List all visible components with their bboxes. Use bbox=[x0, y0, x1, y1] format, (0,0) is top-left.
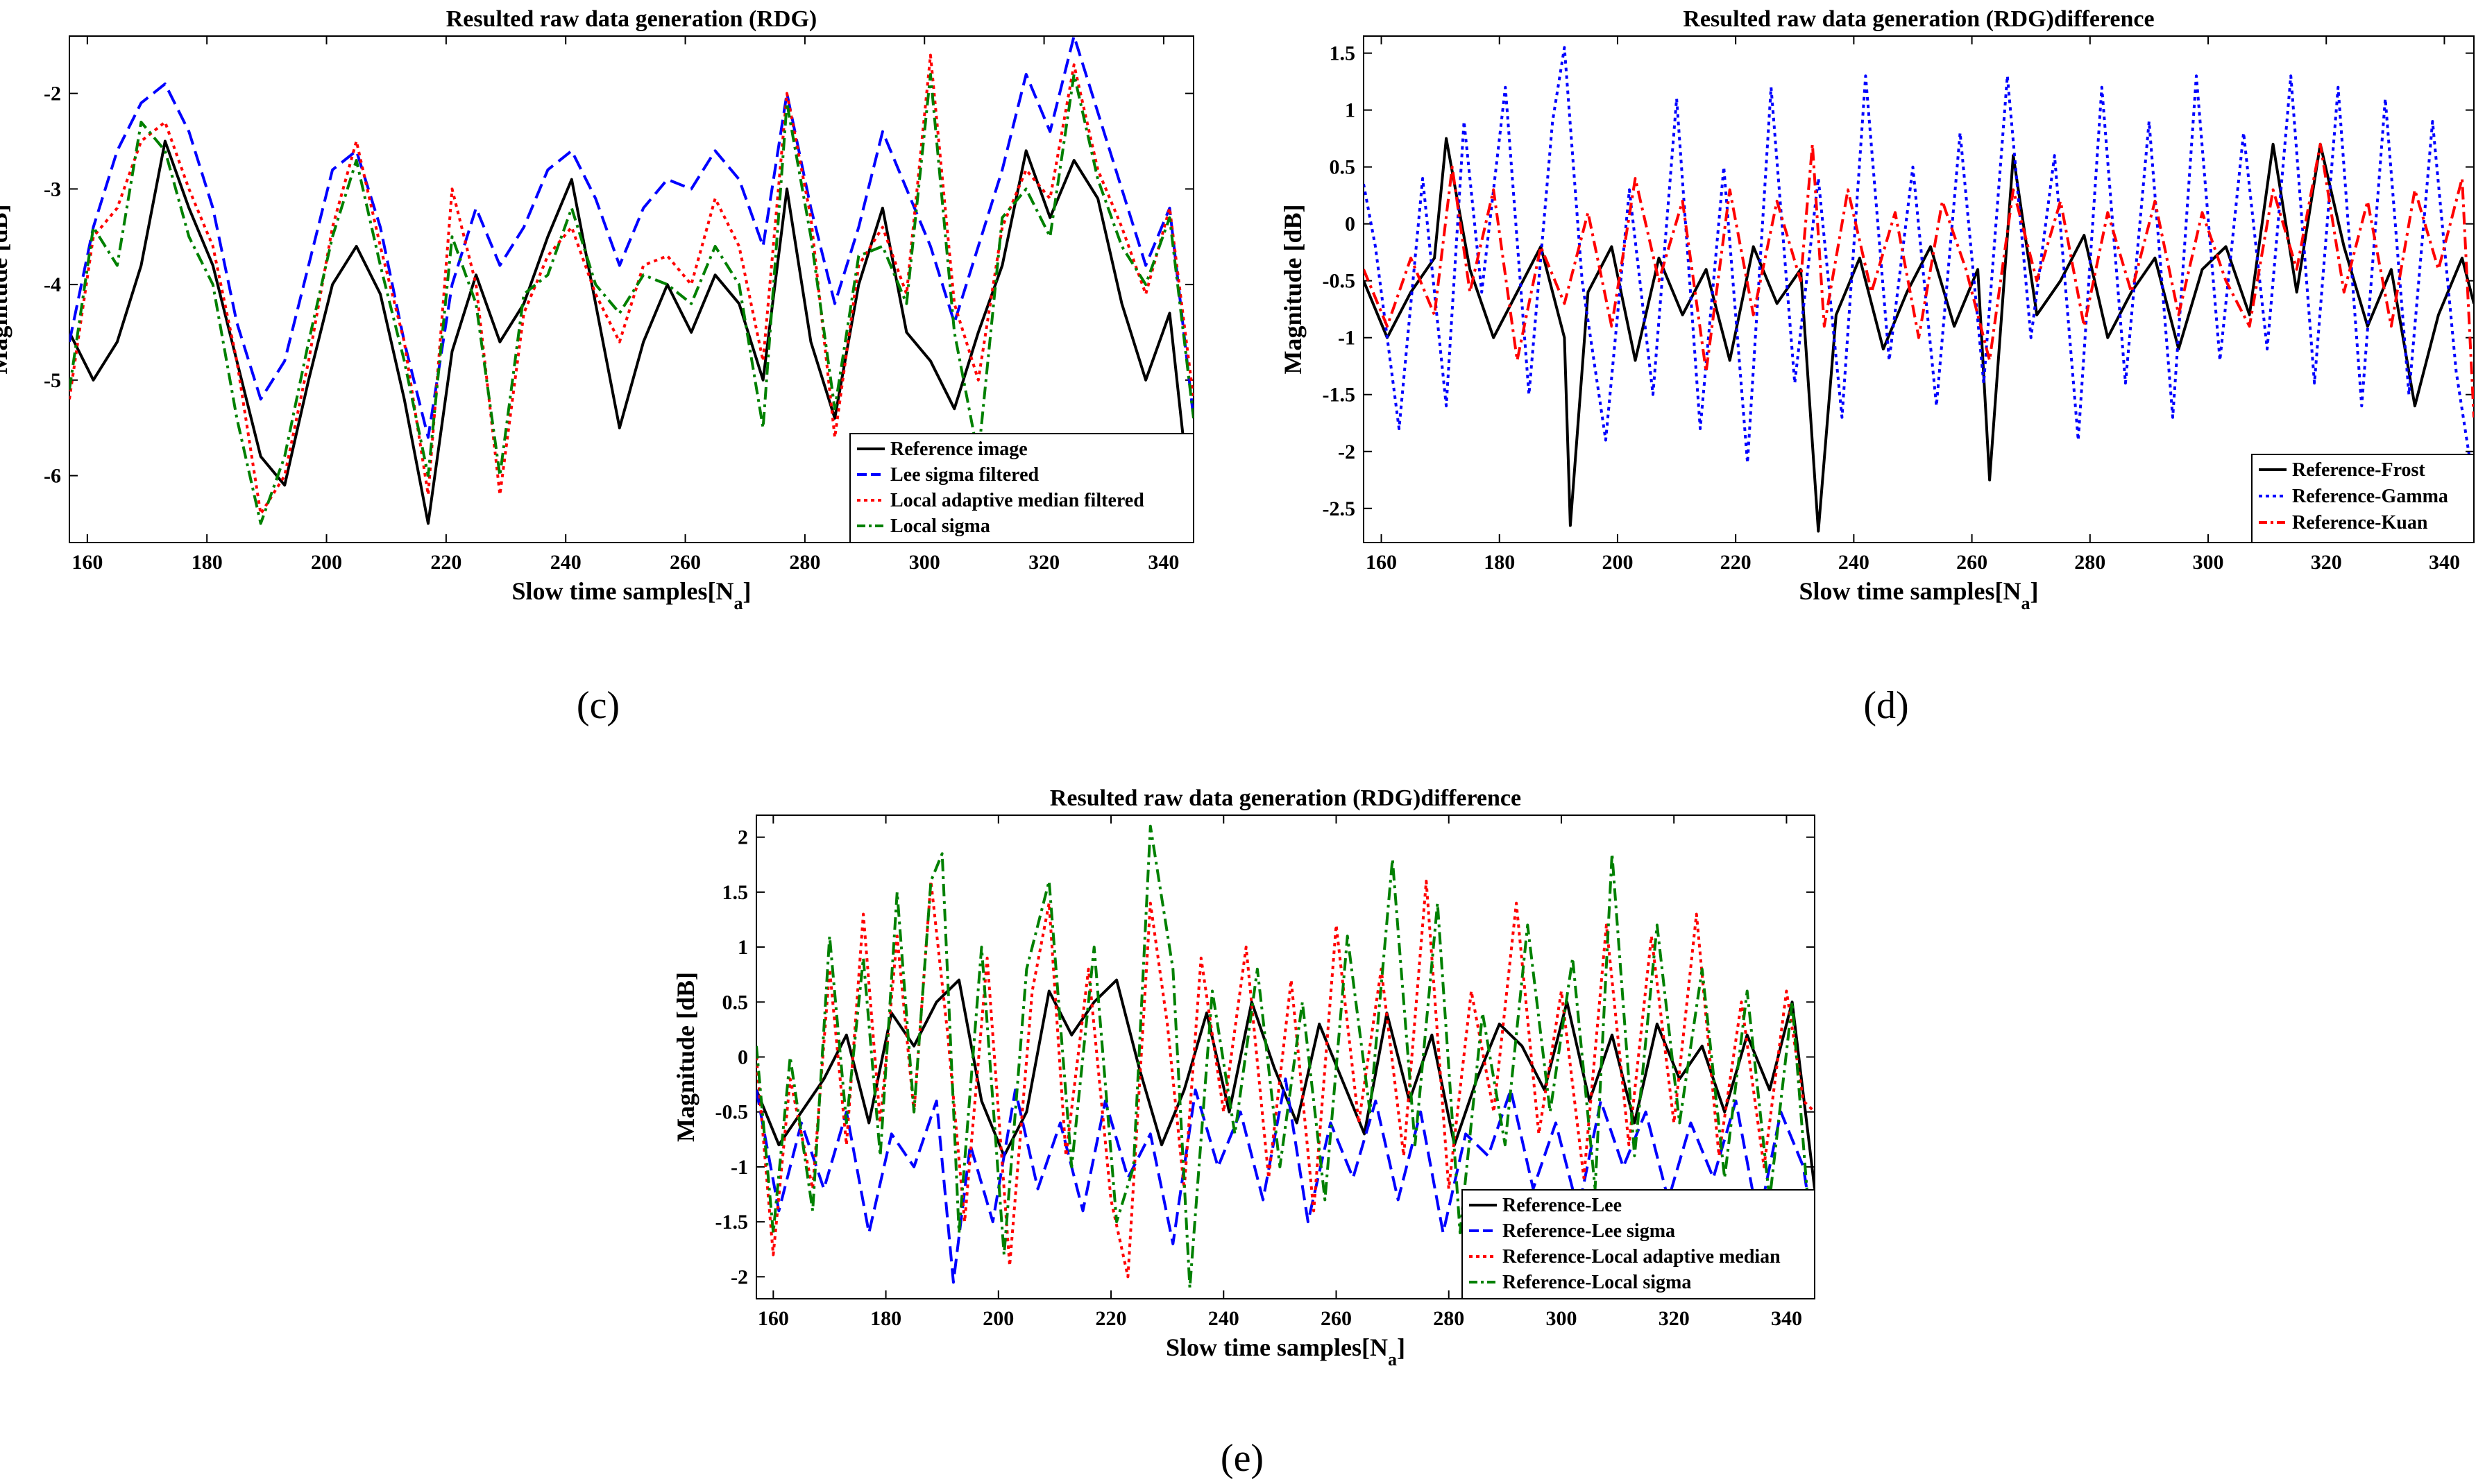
x-tick-label: 320 bbox=[1028, 551, 1060, 574]
chart-title: Resulted raw data generation (RDG)differ… bbox=[1050, 785, 1521, 811]
y-tick-label: -3 bbox=[44, 178, 61, 201]
series-line-reference-frost bbox=[1364, 137, 2474, 533]
series-group bbox=[69, 36, 1194, 534]
x-tick-label: 320 bbox=[1659, 1307, 1690, 1330]
x-tick-label: 240 bbox=[1838, 551, 1869, 574]
y-tick-label: -0.5 bbox=[1323, 270, 1356, 293]
series-line-reference-image bbox=[69, 139, 1194, 534]
x-tick-label: 300 bbox=[909, 551, 940, 574]
series-line-reference-lee-sigma bbox=[756, 1077, 1815, 1284]
x-tick-label: 240 bbox=[1208, 1307, 1239, 1330]
x-tick-label: 220 bbox=[1720, 551, 1752, 574]
x-tick-label: 260 bbox=[670, 551, 701, 574]
y-tick-label: -2 bbox=[1338, 441, 1355, 463]
y-axis-label: Magnitude [dB] bbox=[1279, 204, 1307, 374]
x-axis-label: Slow time samples[Na] bbox=[512, 577, 752, 613]
x-tick-label: 280 bbox=[1433, 1307, 1464, 1330]
y-axis-label: Magnitude [dB] bbox=[672, 972, 699, 1142]
x-tick-label: 160 bbox=[71, 551, 103, 574]
y-tick-label: -1 bbox=[1338, 327, 1355, 350]
x-tick-label: 220 bbox=[430, 551, 461, 574]
x-tick-label: 160 bbox=[758, 1307, 789, 1330]
y-tick-label: -0.5 bbox=[715, 1101, 749, 1124]
legend-label: Reference-Lee sigma bbox=[1502, 1220, 1675, 1242]
legend: Reference image Lee sigma filtered Local a… bbox=[849, 433, 1194, 543]
y-axis-label: Magnitude [dB] bbox=[0, 204, 12, 374]
y-tick-label: 0 bbox=[738, 1046, 748, 1069]
panel-label-e: (e) bbox=[1221, 1437, 1264, 1480]
legend-box bbox=[2251, 454, 2475, 543]
x-tick-label: 300 bbox=[1545, 1307, 1577, 1330]
legend-label: Reference-Kuan bbox=[2292, 512, 2428, 534]
x-tick-label: 340 bbox=[2429, 551, 2460, 574]
y-tick-label: 2 bbox=[738, 826, 748, 849]
y-tick-label: -2.5 bbox=[1323, 497, 1356, 520]
y-tick-label: -1 bbox=[731, 1156, 748, 1179]
x-tick-label: 340 bbox=[1771, 1307, 1802, 1330]
legend-label: Reference image bbox=[890, 438, 1028, 460]
series-line-reference-local-adaptive-median bbox=[756, 880, 1815, 1279]
legend-label: Local sigma bbox=[890, 515, 990, 537]
x-tick-label: 260 bbox=[1321, 1307, 1352, 1330]
y-tick-label: 1 bbox=[738, 936, 748, 959]
y-tick-label: 1.5 bbox=[722, 881, 749, 904]
y-tick-label: 0 bbox=[1345, 213, 1355, 236]
series-line-reference-gamma bbox=[1364, 46, 2474, 486]
x-tick-label: 320 bbox=[2311, 551, 2342, 574]
y-tick-label: 1 bbox=[1345, 99, 1355, 122]
legend: Reference-Frost Reference-Gamma Reference-… bbox=[2251, 454, 2475, 543]
x-tick-label: 220 bbox=[1096, 1307, 1127, 1330]
x-axis-label: Slow time samples[Na] bbox=[1166, 1333, 1405, 1370]
x-tick-label: 200 bbox=[311, 551, 342, 574]
chart-panel-d: Resulted raw data generation (RDG)differ… bbox=[1279, 6, 2475, 613]
series-line-reference-kuan bbox=[1364, 142, 2474, 418]
series-group bbox=[1364, 46, 2474, 533]
y-tick-label: -1.5 bbox=[715, 1211, 749, 1234]
legend-label: Reference-Lee bbox=[1502, 1195, 1622, 1216]
x-tick-label: 240 bbox=[550, 551, 582, 574]
x-tick-label: 200 bbox=[1602, 551, 1633, 574]
y-tick-label: 1.5 bbox=[1330, 42, 1356, 65]
legend-label: Reference-Frost bbox=[2292, 459, 2425, 481]
legend-label: Reference-Local adaptive median bbox=[1502, 1246, 1781, 1268]
legend-label: Reference-Gamma bbox=[2292, 486, 2448, 507]
legend-box bbox=[1461, 1189, 1815, 1299]
legend-label: Lee sigma filtered bbox=[890, 464, 1040, 486]
x-tick-label: 280 bbox=[789, 551, 820, 574]
series-line-local-adaptive-median-filtered bbox=[69, 53, 1194, 515]
panel-label-c: (c) bbox=[577, 684, 620, 727]
y-tick-label: -5 bbox=[44, 369, 61, 392]
series-group bbox=[756, 824, 1815, 1290]
y-tick-label: -1.5 bbox=[1323, 384, 1356, 407]
y-tick-label: -2 bbox=[44, 83, 61, 105]
chart-panel-e: Resulted raw data generation (RDG)differ… bbox=[672, 785, 1815, 1370]
y-tick-label: -4 bbox=[44, 273, 61, 296]
x-tick-label: 180 bbox=[870, 1307, 901, 1330]
chart-title: Resulted raw data generation (RDG) bbox=[446, 6, 817, 32]
legend-box bbox=[849, 433, 1194, 543]
series-line-local-sigma bbox=[69, 73, 1194, 525]
legend: Reference-Lee Reference-Lee sigma Referenc… bbox=[1461, 1189, 1815, 1299]
x-axis-label: Slow time samples[Na] bbox=[1799, 577, 2039, 613]
x-tick-label: 180 bbox=[192, 551, 223, 574]
y-tick-label: 0.5 bbox=[722, 991, 749, 1014]
chart-panel-c: Resulted raw data generation (RDG) 160 180… bbox=[0, 6, 1194, 613]
panel-label-d: (d) bbox=[1863, 684, 1908, 727]
legend-label: Reference-Local sigma bbox=[1502, 1272, 1691, 1293]
y-tick-label: -2 bbox=[731, 1265, 748, 1288]
x-tick-label: 280 bbox=[2074, 551, 2105, 574]
chart-title: Resulted raw data generation (RDG)differ… bbox=[1683, 6, 2154, 32]
x-tick-label: 340 bbox=[1148, 551, 1179, 574]
y-tick-label: 0.5 bbox=[1330, 156, 1356, 179]
x-tick-label: 180 bbox=[1484, 551, 1515, 574]
x-tick-label: 300 bbox=[2193, 551, 2224, 574]
x-tick-label: 160 bbox=[1366, 551, 1397, 574]
legend-label: Local adaptive median filtered bbox=[890, 490, 1144, 511]
x-tick-label: 200 bbox=[983, 1307, 1014, 1330]
x-tick-label: 260 bbox=[1956, 551, 1987, 574]
y-tick-label: -6 bbox=[44, 465, 61, 488]
